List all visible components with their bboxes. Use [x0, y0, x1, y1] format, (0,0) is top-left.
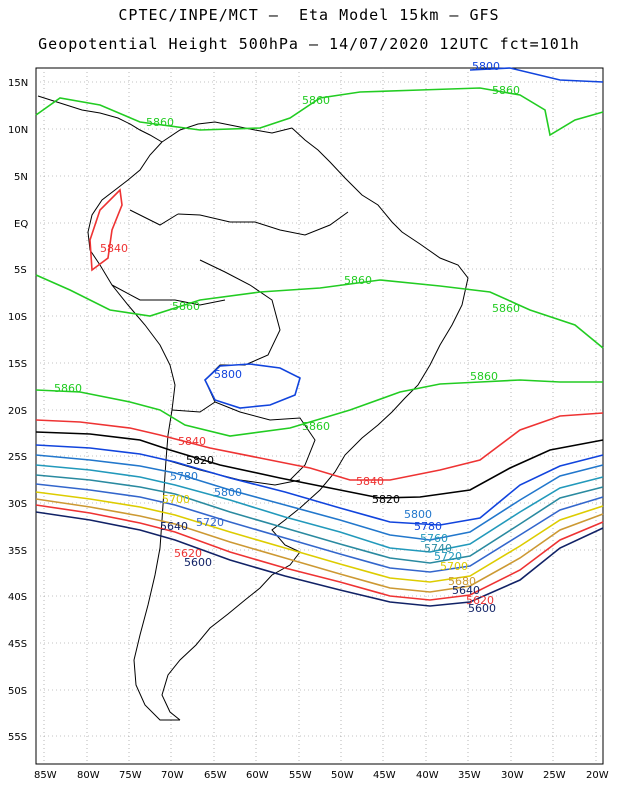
label-5720-b: 5720	[434, 550, 462, 563]
label-5840-c: 5840	[356, 475, 384, 488]
label-5860-e: 5860	[344, 274, 372, 287]
label-5780-a: 5780	[170, 470, 198, 483]
label-5860-d: 5860	[172, 300, 200, 313]
label-5620-a: 5620	[174, 547, 202, 560]
lat-tick: EQ	[14, 219, 28, 230]
label-5860-c: 5860	[492, 84, 520, 97]
lon-tick: 50W	[331, 770, 354, 781]
map-frame	[35, 67, 604, 765]
contour-5640	[35, 504, 604, 601]
contour-5800-closed	[204, 363, 301, 409]
label-5700-a: 5700	[162, 493, 190, 506]
lon-tick: 80W	[77, 770, 100, 781]
label-5860-g: 5860	[54, 382, 82, 395]
lon-tick: 25W	[543, 770, 566, 781]
label-5820-b: 5820	[372, 493, 400, 506]
lat-tick: 10N	[8, 125, 28, 136]
graticule	[36, 68, 603, 764]
contour-5820	[35, 431, 604, 499]
contour-5800	[35, 444, 604, 526]
label-5820-a: 5820	[186, 454, 214, 467]
label-5600-a: 5600	[184, 556, 212, 569]
label-5800-a: 5800	[214, 368, 242, 381]
lon-tick: 70W	[161, 770, 184, 781]
contour-5680	[35, 498, 604, 593]
lat-tick: 45S	[8, 639, 27, 650]
label-5860-a: 5860	[302, 94, 330, 107]
label-5780-b: 5780	[414, 520, 442, 533]
label-5600-b: 5600	[468, 602, 496, 615]
label-5860-f: 5860	[492, 302, 520, 315]
lat-tick: 10S	[8, 312, 27, 323]
chart-title: CPTEC/INPE/MCT – Eta Model 15km – GFS	[118, 6, 500, 24]
label-5840-b: 5840	[178, 435, 206, 448]
contour-5720	[35, 483, 604, 573]
label-5680: 5680	[448, 575, 476, 588]
label-5620-b: 5620	[466, 594, 494, 607]
contour-5780	[35, 454, 604, 541]
contour-5840	[35, 412, 604, 481]
lat-tick: 55S	[8, 732, 27, 743]
contour-lines	[35, 67, 604, 607]
contour-5700	[35, 491, 604, 583]
label-5640-a: 5640	[160, 520, 188, 533]
label-5720-a: 5720	[196, 516, 224, 529]
lon-tick: 20W	[586, 770, 609, 781]
contour-5860-north	[35, 87, 604, 137]
label-5860-i: 5860	[302, 420, 330, 433]
lat-tick: 5S	[14, 265, 27, 276]
lon-tick: 55W	[289, 770, 312, 781]
contour-5860-mid	[35, 274, 604, 349]
contour-5760	[35, 464, 604, 553]
lat-tick: 40S	[8, 592, 27, 603]
lon-tick: 40W	[416, 770, 439, 781]
lon-tick: 85W	[34, 770, 57, 781]
label-5740: 5740	[424, 542, 452, 555]
label-5840-a: 5840	[100, 242, 128, 255]
lat-tick: 20S	[8, 406, 27, 417]
lat-tick: 30S	[8, 499, 27, 510]
lat-tick: 15N	[8, 78, 28, 89]
label-5860-b: 5860	[146, 116, 174, 129]
contour-labels: 5860 5860 5860 5860 5860 5860 5860 5860 …	[54, 60, 520, 615]
label-5700-b: 5700	[440, 560, 468, 573]
label-5760: 5760	[420, 532, 448, 545]
lat-tick: 15S	[8, 359, 27, 370]
lon-tick: 35W	[458, 770, 481, 781]
label-5860-h: 5860	[470, 370, 498, 383]
lat-tick: 50S	[8, 686, 27, 697]
contour-5860-south	[35, 379, 603, 437]
lon-tick: 30W	[501, 770, 524, 781]
chart-subtitle: Geopotential Height 500hPa – 14/07/2020 …	[38, 35, 580, 53]
contour-5800-north	[469, 67, 604, 83]
lon-tick: 65W	[204, 770, 227, 781]
contour-5600	[35, 511, 604, 607]
contour-5740	[35, 474, 604, 564]
lat-tick: 35S	[8, 546, 27, 557]
lat-tick: 5N	[14, 172, 28, 183]
lon-tick: 60W	[246, 770, 269, 781]
lat-axis: 15N 10N 5N EQ 5S 10S 15S 20S 25S 30S 35S…	[8, 78, 28, 743]
lon-tick: 75W	[119, 770, 142, 781]
lat-tick: 25S	[8, 452, 27, 463]
label-5800-c: 5800	[214, 486, 242, 499]
label-5640-b: 5640	[452, 584, 480, 597]
label-5800-d: 5800	[404, 508, 432, 521]
contour-5840-closed	[89, 188, 123, 272]
lon-tick: 45W	[373, 770, 396, 781]
lon-axis: 85W 80W 75W 70W 65W 60W 55W 50W 45W 40W …	[34, 770, 609, 781]
label-5800-b: 5800	[472, 60, 500, 73]
